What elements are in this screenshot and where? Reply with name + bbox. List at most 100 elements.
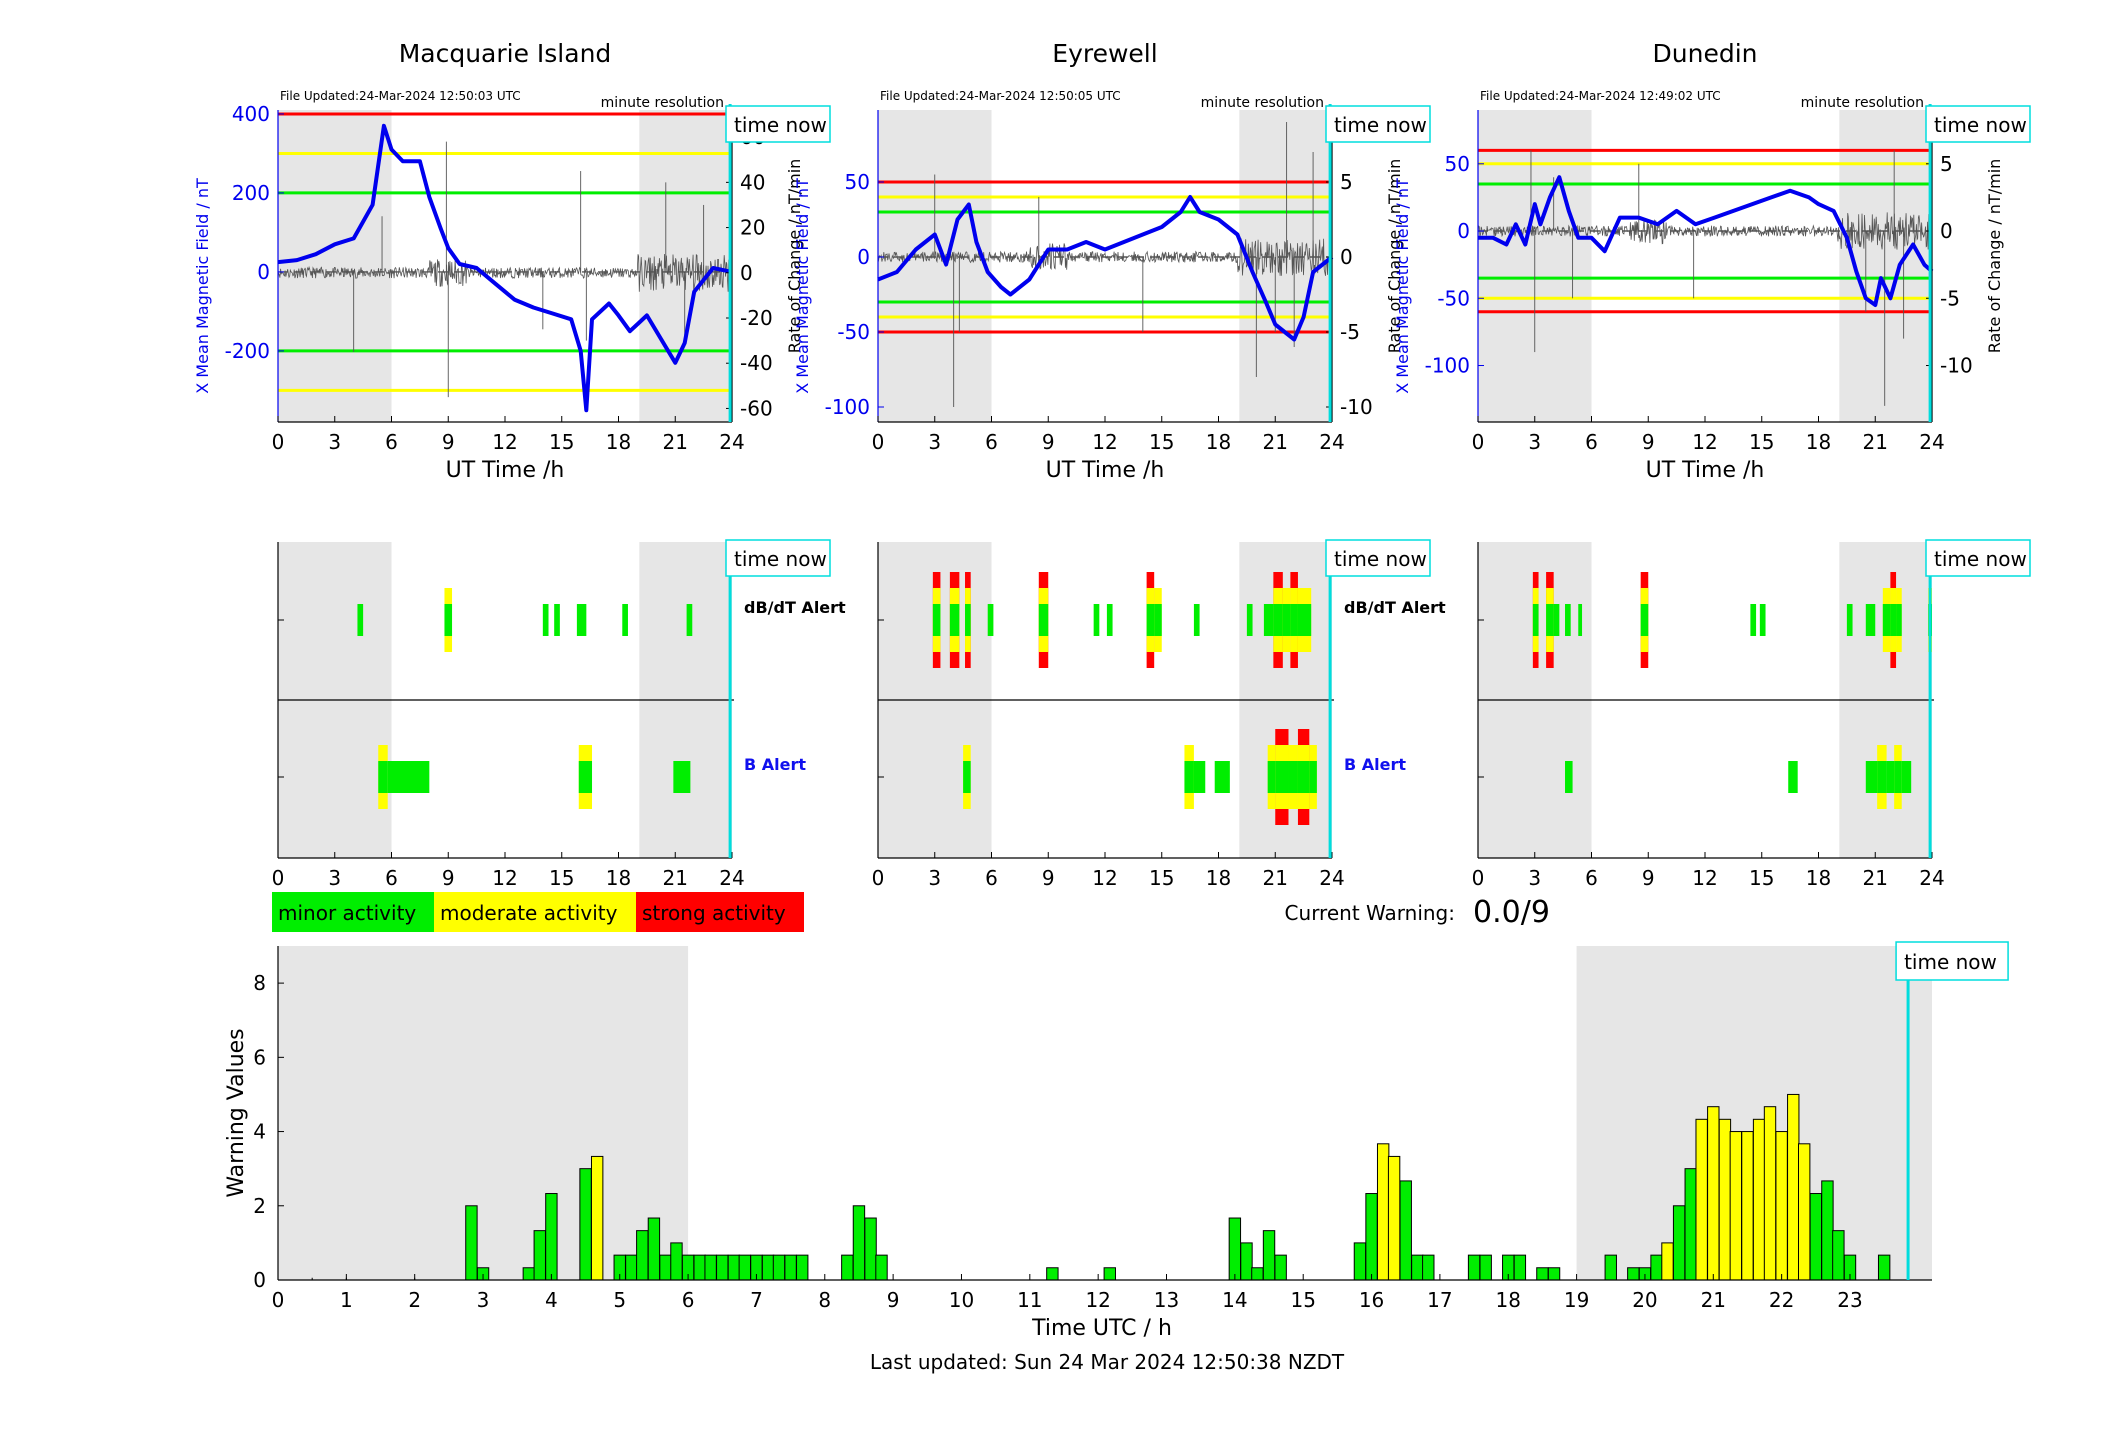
warning-bar: [1046, 1267, 1059, 1281]
y-right-tick-label: -10: [1940, 354, 1973, 378]
warning-bar: [1797, 1143, 1811, 1281]
warning-bar: [1547, 1267, 1561, 1281]
warning-bar: [647, 1217, 661, 1281]
warning-night-band: [278, 946, 689, 1280]
alert-x-tick-label: 9: [1642, 866, 1655, 890]
y-left-tick-label: -100: [825, 395, 870, 419]
x-tick-label: 9: [442, 430, 455, 454]
warning-bar: [1787, 1093, 1800, 1281]
file-updated-text: File Updated:24-Mar-2024 12:49:02 UTC: [1480, 89, 1721, 103]
alert-block-b: [673, 761, 691, 793]
warning-bar: [579, 1168, 592, 1281]
y-right-tick-label: -10: [1340, 395, 1373, 419]
time-now-label: time now: [1334, 113, 1427, 137]
dbdt-alert-label: dB/dT Alert: [1344, 598, 1446, 617]
warning-x-tick-label: 16: [1359, 1288, 1384, 1312]
warning-bar: [1513, 1254, 1527, 1281]
x-tick-label: 18: [606, 430, 631, 454]
x-tick-label: 6: [385, 430, 398, 454]
alert-x-tick-label: 12: [1092, 866, 1117, 890]
night-band: [1239, 110, 1332, 422]
alert-block-dbdt: [1263, 604, 1274, 636]
x-tick-label: 15: [549, 430, 574, 454]
warning-bar: [1877, 1254, 1891, 1281]
warning-bar: [1672, 1205, 1686, 1281]
alert-block-dbdt: [1759, 604, 1766, 636]
alert-block-b: [1267, 761, 1276, 793]
warning-x-tick-label: 22: [1769, 1288, 1794, 1312]
warning-bar: [1467, 1254, 1481, 1281]
x-tick-label: 21: [663, 430, 688, 454]
y-left-tick-label: 200: [232, 181, 270, 205]
warning-y-tick-label: 8: [253, 971, 266, 995]
warning-bar: [1627, 1267, 1640, 1281]
x-axis-label: UT Time /h: [1646, 458, 1765, 483]
alert-block-dbdt: [1532, 604, 1539, 636]
x-tick-label: 21: [1263, 430, 1288, 454]
alert-block-dbdt: [1896, 604, 1902, 636]
alert-block-dbdt: [1193, 604, 1200, 636]
y-left-axis-label: X Mean Magnetic Field / nT: [193, 178, 212, 394]
y-left-axis-label: X Mean Magnetic Field / nT: [1393, 178, 1412, 394]
x-tick-label: 15: [1149, 430, 1174, 454]
y-right-tick-label: -60: [740, 396, 773, 420]
warning-y-tick-label: 6: [253, 1045, 266, 1069]
warning-bar: [1695, 1118, 1708, 1281]
alert-block-dbdt: [1882, 604, 1891, 636]
warning-x-tick-label: 4: [545, 1288, 558, 1312]
activity-legend: minor activity moderate activity strong ac…: [272, 892, 804, 932]
y-left-tick-label: -100: [1425, 354, 1470, 378]
warning-bar: [1376, 1143, 1390, 1281]
warning-bar: [1262, 1230, 1276, 1281]
warning-x-tick-label: 21: [1701, 1288, 1726, 1312]
alert-block-b: [1193, 761, 1206, 793]
alert-block-dbdt: [949, 604, 960, 636]
warning-x-axis-label: Time UTC / h: [1031, 1316, 1172, 1341]
warning-bar: [784, 1254, 797, 1281]
warning-bar: [1399, 1180, 1412, 1281]
alert-x-tick-label: 21: [663, 866, 688, 890]
y-left-tick-label: 0: [1457, 219, 1470, 243]
night-band: [278, 110, 392, 422]
x-tick-label: 21: [1863, 430, 1888, 454]
alert-time-now-box: [1325, 539, 1431, 577]
alert-block-dbdt: [1290, 604, 1298, 636]
x-tick-label: 9: [1642, 430, 1655, 454]
x-tick-label: 24: [1319, 430, 1344, 454]
warning-bar: [1741, 1131, 1754, 1281]
warning-bar: [625, 1254, 638, 1281]
alert-block-dbdt: [1273, 604, 1283, 636]
y-right-tick-label: -5: [1340, 320, 1360, 344]
alert-block-b: [1886, 761, 1895, 793]
warning-bar: [636, 1230, 649, 1281]
warning-y-tick-label: 4: [253, 1120, 266, 1144]
warning-x-tick-label: 18: [1496, 1288, 1521, 1312]
alert-time-now-box: [725, 539, 831, 577]
alert-x-tick-label: 15: [549, 866, 574, 890]
alert-block-dbdt: [554, 604, 560, 636]
alert-x-tick-label: 15: [1149, 866, 1174, 890]
time-now-box: [1325, 105, 1431, 143]
x-tick-label: 9: [1042, 430, 1055, 454]
alert-block-dbdt: [965, 604, 971, 636]
x-tick-label: 12: [492, 430, 517, 454]
alert-x-tick-label: 3: [328, 866, 341, 890]
alert-block-dbdt: [1246, 604, 1253, 636]
warning-bar: [1707, 1106, 1720, 1281]
alert-x-tick-label: 0: [872, 866, 885, 890]
station-panel-0: Macquarie Island 0 3 6 9 12 15 18 21 24 UT Time /h…: [193, 39, 831, 483]
alert-x-tick-label: 6: [985, 866, 998, 890]
y-left-tick-label: 0: [257, 260, 270, 284]
alert-block-b: [378, 761, 388, 793]
warning-bar: [1274, 1254, 1287, 1281]
y-left-tick-label: -50: [1437, 286, 1470, 310]
x-tick-label: 12: [1692, 430, 1717, 454]
resolution-text: minute resolution: [1801, 95, 1924, 111]
alert-time-now-label: time now: [1934, 547, 2027, 571]
y-right-tick-label: 5: [1940, 152, 1953, 176]
x-tick-label: 3: [1528, 430, 1541, 454]
x-tick-label: 18: [1806, 430, 1831, 454]
y-left-tick-label: -50: [837, 320, 870, 344]
